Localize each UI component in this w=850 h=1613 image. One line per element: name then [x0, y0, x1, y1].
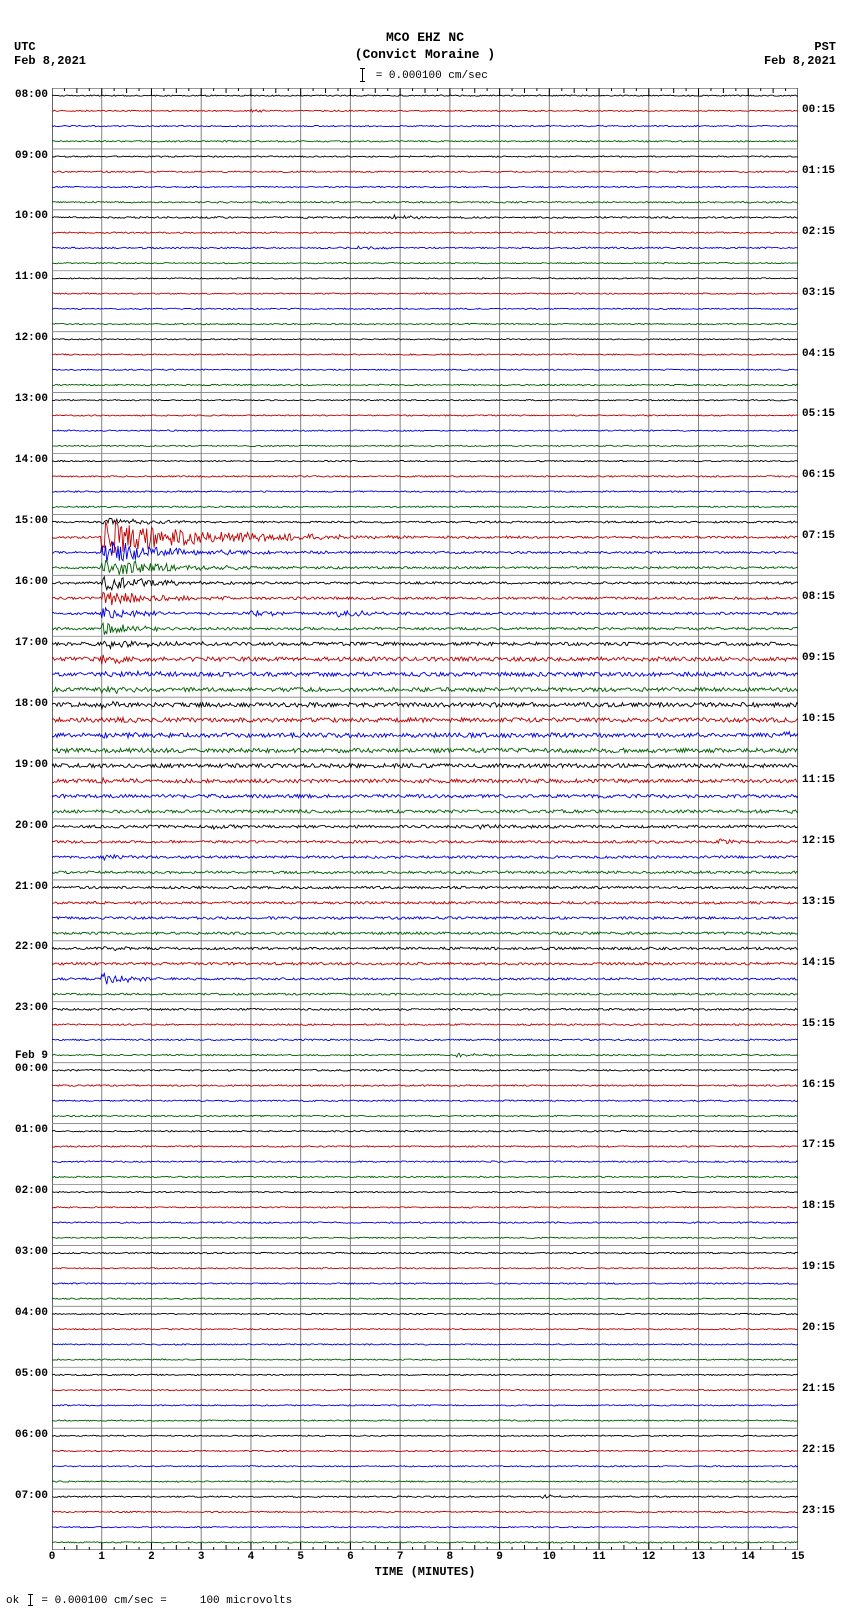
pst-time-label: 14:15 — [802, 958, 835, 969]
pst-time-labels: 00:15 01:15 02:15 03:15 04:15 05:15 06:15 07:15… — [798, 88, 850, 1550]
utc-time-label: 08:00 — [15, 90, 48, 101]
x-tick-label: 2 — [148, 1551, 155, 1563]
x-tick-label: 10 — [543, 1551, 556, 1563]
footer-scale-icon — [30, 1594, 31, 1606]
utc-time-label: 22:00 — [15, 942, 48, 953]
x-tick-label: 15 — [791, 1551, 804, 1563]
utc-time-label: 05:00 — [15, 1369, 48, 1380]
scale-bar: = 0.000100 cm/sec — [0, 68, 850, 82]
utc-time-label: 17:00 — [15, 638, 48, 649]
utc-time-label: 00:00 — [15, 1064, 48, 1075]
station-location: (Convict Moraine ) — [0, 47, 850, 62]
utc-time-label: 14:00 — [15, 455, 48, 466]
pst-time-label: 05:15 — [802, 409, 835, 420]
utc-time-label: 13:00 — [15, 394, 48, 405]
utc-time-label: 11:00 — [15, 272, 48, 283]
pst-time-label: 03:15 — [802, 288, 835, 299]
x-tick-label: 1 — [98, 1551, 105, 1563]
pst-time-label: 20:15 — [802, 1323, 835, 1334]
utc-time-label: 10:00 — [15, 211, 48, 222]
x-tick-label: 9 — [496, 1551, 503, 1563]
utc-time-labels: 08:00 09:00 10:00 11:00 12:00 13:00 14:00 15:00… — [0, 88, 52, 1550]
x-tick-label: 7 — [397, 1551, 404, 1563]
utc-time-label: 19:00 — [15, 760, 48, 771]
header: MCO EHZ NC (Convict Moraine ) — [0, 30, 850, 62]
x-tick-label: 6 — [347, 1551, 354, 1563]
footer-prefix: ok — [6, 1595, 19, 1607]
pst-time-label: 08:15 — [802, 592, 835, 603]
seismogram-page: UTC Feb 8,2021 PST Feb 8,2021 MCO EHZ NC… — [0, 0, 850, 1613]
utc-time-label: 01:00 — [15, 1125, 48, 1136]
x-tick-label: 14 — [742, 1551, 755, 1563]
utc-time-label: 20:00 — [15, 821, 48, 832]
utc-time-label: 03:00 — [15, 1247, 48, 1258]
scale-bar-label: = 0.000100 cm/sec — [376, 70, 488, 82]
x-axis-label: TIME (MINUTES) — [52, 1565, 798, 1579]
utc-time-label: 06:00 — [15, 1430, 48, 1441]
utc-time-label: 02:00 — [15, 1186, 48, 1197]
footer-scale: ok = 0.000100 cm/sec = 100 microvolts — [6, 1594, 292, 1607]
pst-time-label: 06:15 — [802, 470, 835, 481]
utc-time-label: 07:00 — [15, 1491, 48, 1502]
x-tick-labels: 0123456789101112131415 — [52, 1551, 798, 1565]
pst-time-label: 02:15 — [802, 227, 835, 238]
helicorder-svg — [52, 88, 798, 1550]
pst-time-label: 04:15 — [802, 349, 835, 360]
x-tick-label: 13 — [692, 1551, 705, 1563]
x-tick-label: 8 — [447, 1551, 454, 1563]
pst-time-label: 21:15 — [802, 1384, 835, 1395]
pst-time-label: 16:15 — [802, 1080, 835, 1091]
x-tick-label: 4 — [248, 1551, 255, 1563]
helicorder-plot — [52, 88, 798, 1550]
utc-date-break: Feb 9 — [15, 1050, 48, 1062]
utc-time-label: 23:00 — [15, 1003, 48, 1014]
pst-time-label: 23:15 — [802, 1506, 835, 1517]
x-tick-label: 3 — [198, 1551, 205, 1563]
utc-time-label: 21:00 — [15, 882, 48, 893]
x-tick-label: 12 — [642, 1551, 655, 1563]
pst-time-label: 10:15 — [802, 714, 835, 725]
pst-time-label: 00:15 — [802, 105, 835, 116]
footer-text-post: 100 microvolts — [200, 1595, 292, 1607]
pst-time-label: 11:15 — [802, 775, 835, 786]
pst-time-label: 19:15 — [802, 1262, 835, 1273]
utc-time-label: 16:00 — [15, 577, 48, 588]
pst-time-label: 18:15 — [802, 1201, 835, 1212]
pst-time-label: 13:15 — [802, 897, 835, 908]
pst-time-label: 22:15 — [802, 1445, 835, 1456]
utc-time-label: 15:00 — [15, 516, 48, 527]
scale-bar-icon — [362, 68, 363, 82]
x-tick-label: 11 — [592, 1551, 605, 1563]
pst-time-label: 12:15 — [802, 836, 835, 847]
pst-time-label: 07:15 — [802, 531, 835, 542]
utc-time-label: 09:00 — [15, 151, 48, 162]
footer-text-pre: = 0.000100 cm/sec = — [41, 1595, 166, 1607]
x-tick-label: 5 — [297, 1551, 304, 1563]
x-tick-label: 0 — [49, 1551, 56, 1563]
pst-time-label: 09:15 — [802, 653, 835, 664]
pst-time-label: 17:15 — [802, 1140, 835, 1151]
utc-time-label: 04:00 — [15, 1308, 48, 1319]
utc-time-label: 18:00 — [15, 699, 48, 710]
pst-time-label: 01:15 — [802, 166, 835, 177]
pst-time-label: 15:15 — [802, 1019, 835, 1030]
utc-time-label: 12:00 — [15, 333, 48, 344]
station-code: MCO EHZ NC — [0, 30, 850, 45]
